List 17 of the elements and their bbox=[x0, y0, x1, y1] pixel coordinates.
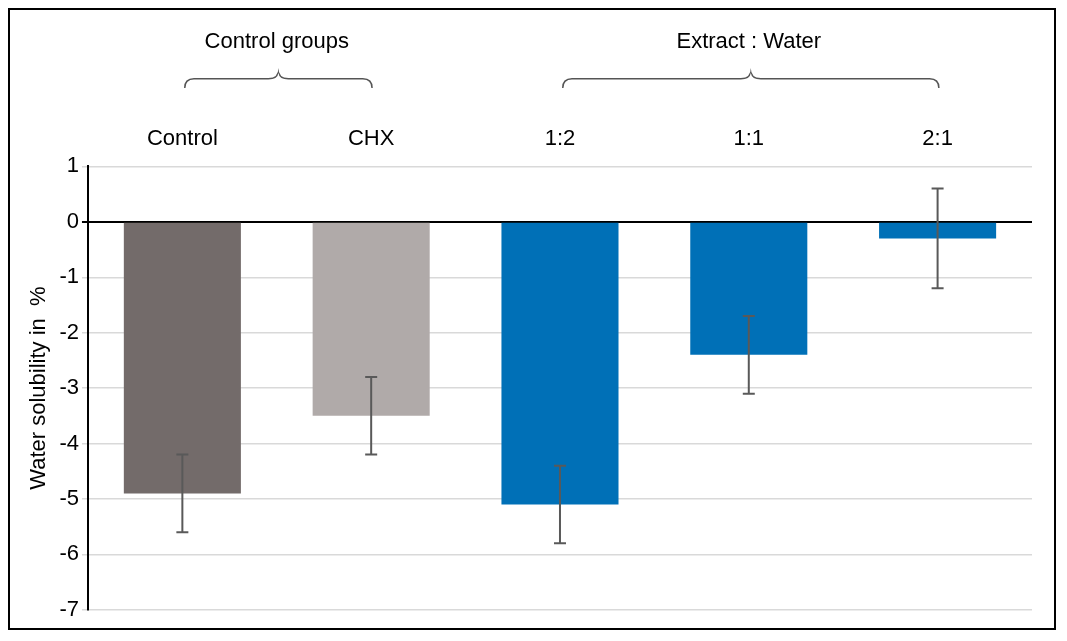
y-tick-label: -3 bbox=[59, 374, 79, 400]
y-tick-label: -1 bbox=[59, 263, 79, 289]
y-tick-label: -6 bbox=[59, 540, 79, 566]
x-tick-label: CHX bbox=[347, 125, 395, 151]
x-tick-label: 1:1 bbox=[733, 125, 765, 151]
text: Control groups bbox=[204, 28, 349, 54]
x-tick-label: 1:2 bbox=[544, 125, 576, 151]
y-tick-label: 1 bbox=[66, 152, 79, 178]
y-axis-title: Water solubility in % bbox=[25, 286, 51, 490]
x-tick-label: 2:1 bbox=[922, 125, 953, 151]
y-tick-label: -7 bbox=[59, 595, 79, 621]
text: Extract : Water bbox=[676, 28, 822, 54]
y-tick-label: 0 bbox=[66, 207, 79, 233]
y-tick-label: -2 bbox=[59, 318, 79, 344]
x-tick-label: Control bbox=[146, 125, 218, 151]
y-tick-label: -4 bbox=[59, 429, 79, 455]
y-tick-label: -5 bbox=[59, 485, 79, 511]
